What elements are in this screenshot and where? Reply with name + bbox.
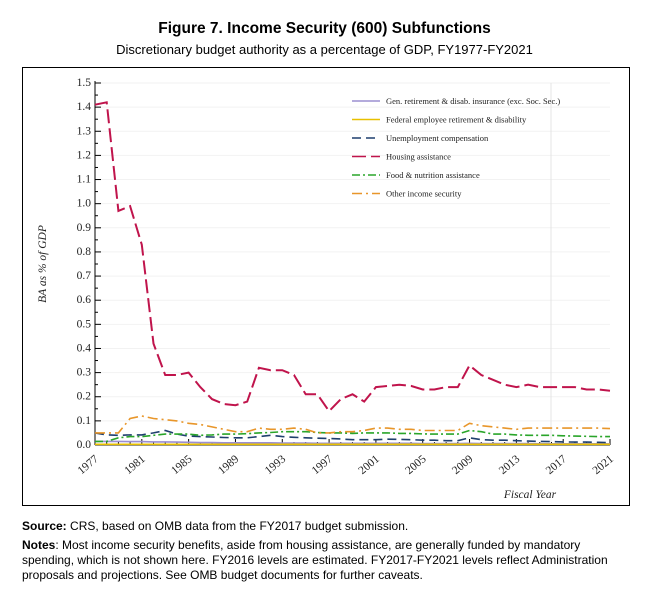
x-tick-label: 2009 xyxy=(450,453,476,477)
notes-line: Notes: Most income security benefits, as… xyxy=(22,538,632,583)
x-tick-label: 1989 xyxy=(216,453,242,477)
legend-label-5: Other income security xyxy=(386,189,462,199)
figure-title: Figure 7. Income Security (600) Subfunct… xyxy=(158,20,491,37)
chart-frame xyxy=(22,67,630,506)
notes-label: Notes xyxy=(22,538,56,552)
x-axis-label: Fiscal Year xyxy=(503,489,557,501)
legend-label-4: Food & nutrition assistance xyxy=(386,170,480,180)
y-tick-label: 0.0 xyxy=(77,439,92,451)
x-tick-label: 1981 xyxy=(122,453,148,477)
y-tick-label: 1.0 xyxy=(77,198,92,210)
y-tick-label: 1.4 xyxy=(77,101,92,113)
y-tick-label: 1.3 xyxy=(77,125,92,137)
figure-subtitle: Discretionary budget authority as a perc… xyxy=(116,42,533,57)
y-tick-label: 1.2 xyxy=(77,149,92,161)
series-line-3 xyxy=(94,101,611,413)
y-tick-label: 1.1 xyxy=(77,174,92,186)
legend-label-0: Gen. retirement & disab. insurance (exc.… xyxy=(386,96,560,106)
notes-text: : Most income security benefits, aside f… xyxy=(22,538,608,582)
y-tick-label: 0.2 xyxy=(77,391,92,403)
x-tick-label: 2013 xyxy=(497,453,523,477)
y-tick-label: 0.7 xyxy=(77,270,92,282)
notes-section: Source: CRS, based on OMB data from the … xyxy=(22,519,632,587)
y-tick-label: 0.9 xyxy=(77,222,92,234)
y-tick-label: 0.3 xyxy=(77,367,92,379)
y-tick-label: 0.6 xyxy=(77,294,92,306)
source-line: Source: CRS, based on OMB data from the … xyxy=(22,519,632,534)
x-tick-label: 1985 xyxy=(169,453,195,477)
x-tick-label: 1977 xyxy=(76,453,102,477)
x-tick-label: 2005 xyxy=(403,453,429,477)
series-line-5 xyxy=(95,415,611,434)
x-tick-label: 2021 xyxy=(591,453,617,477)
x-tick-label: 2001 xyxy=(357,453,383,477)
legend-label-1: Federal employee retirement & disability xyxy=(386,115,527,125)
line-chart: BA as % of GDP Fiscal Year 0.0 0.1 0.2 0.3 0… xyxy=(37,77,617,501)
series-line-4 xyxy=(95,429,610,443)
x-tick-label: 1997 xyxy=(310,453,336,477)
source-label: Source: xyxy=(22,519,67,533)
y-axis-label: BA as % of GDP xyxy=(37,225,49,303)
legend-label-3: Housing assistance xyxy=(386,152,451,162)
y-tick-label: 0.5 xyxy=(77,318,92,330)
y-tick-label: 1.5 xyxy=(77,77,92,89)
x-tick-label: 1993 xyxy=(263,453,289,477)
x-tick-label: 2017 xyxy=(544,453,570,477)
legend-label-2: Unemployment compensation xyxy=(386,133,489,143)
y-tick-label: 0.1 xyxy=(77,415,92,427)
y-tick-label: 0.8 xyxy=(77,246,92,258)
source-text: CRS, based on OMB data from the FY2017 b… xyxy=(66,519,409,533)
y-tick-label: 0.4 xyxy=(77,342,92,354)
